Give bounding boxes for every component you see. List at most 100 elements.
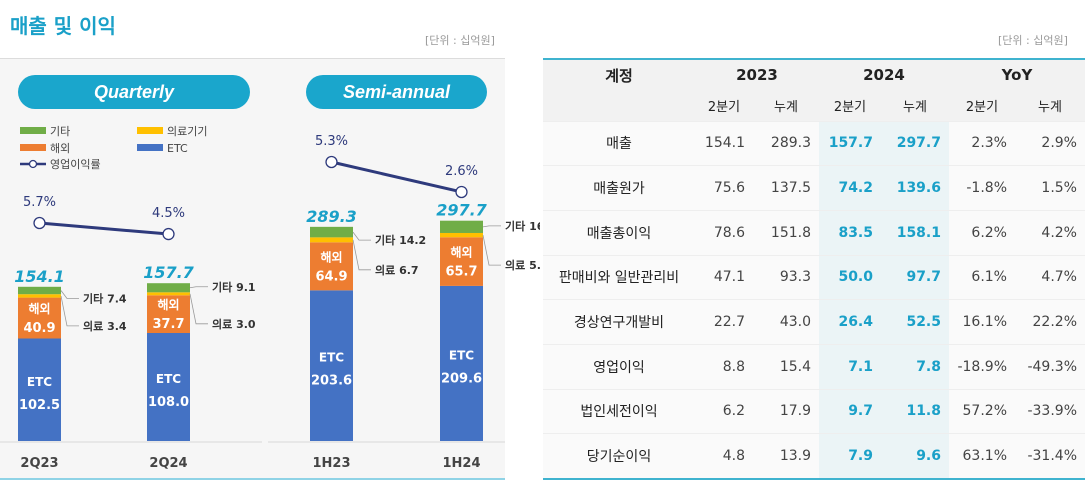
subheader-cell: 2분기 xyxy=(819,90,881,121)
legend-label: 의료기기 xyxy=(167,125,207,138)
row-label: 당기순이익 xyxy=(543,433,695,479)
bar-segment-overseas xyxy=(310,242,353,291)
bar-segment-etc xyxy=(310,290,353,441)
bar-total-label: 297.7 xyxy=(436,201,487,220)
callout-label-other: 기타 14.2 xyxy=(375,233,426,247)
bar-segment-medical xyxy=(310,237,353,243)
legend-swatch-medical xyxy=(137,127,163,134)
margin-point xyxy=(162,227,175,241)
table-cell: -1.8% xyxy=(949,165,1015,211)
margin-point xyxy=(455,185,468,199)
table-cell: 289.3 xyxy=(753,120,819,166)
table-cell: 137.5 xyxy=(753,165,819,211)
table-cell: 8.8 xyxy=(695,343,753,390)
table-cell: 151.8 xyxy=(753,209,819,256)
bar-segment-overseas xyxy=(147,295,190,333)
margin-label: 4.5% xyxy=(152,206,185,221)
callout-line xyxy=(60,295,79,327)
margin-line xyxy=(39,221,169,236)
bar-segment-etc xyxy=(440,285,483,441)
table-cell: 154.1 xyxy=(695,120,753,166)
semi-annual-pill: Semi-annual xyxy=(306,75,487,109)
bar-segment-other xyxy=(310,226,353,238)
table-cell: 11.8 xyxy=(881,388,949,434)
subheader-cell: 누계 xyxy=(1015,90,1085,121)
table-cell: 4.2% xyxy=(1015,209,1085,256)
subheader-cell: 2분기 xyxy=(695,90,753,121)
financial-table: 계정 2023 2024 YoY 2분기 누계 2분기 누계 2분기 누계 매출 154.1… xyxy=(543,58,1085,480)
table-cell: 4.7% xyxy=(1015,254,1085,300)
table-cell: 83.5 xyxy=(819,209,881,256)
bar-segment-other xyxy=(440,220,483,233)
margin-label: 5.3% xyxy=(315,134,348,149)
row-label: 영업이익 xyxy=(543,343,695,390)
subheader-cell: 2분기 xyxy=(949,90,1015,121)
callout-label-medical: 의료 5.8 xyxy=(505,258,540,272)
bar-segment-medical xyxy=(147,292,190,296)
row-label: 매출 xyxy=(543,120,695,166)
table-cell: 7.9 xyxy=(819,433,881,479)
table-cell: 7.1 xyxy=(819,343,881,390)
table-cell: 15.4 xyxy=(753,343,819,390)
unit-label-table: [단위 : 십억원] xyxy=(998,34,1068,47)
bar-label-name: 해외 xyxy=(450,245,472,260)
row-label: 법인세전이익 xyxy=(543,388,695,434)
legend-swatch-overseas xyxy=(20,144,46,151)
quarterly-pill: Quarterly xyxy=(18,75,250,109)
bar-label-name: ETC xyxy=(27,375,52,389)
bar-total-label: 289.3 xyxy=(306,207,357,226)
table-row: 법인세전이익 6.2 17.9 9.7 11.8 57.2% -33.9% xyxy=(543,388,1085,434)
bar-label-name: 해외 xyxy=(320,249,342,264)
bar-total-label: 154.1 xyxy=(14,267,65,286)
table-cell: -33.9% xyxy=(1015,388,1085,434)
table-cell: 2.3% xyxy=(949,120,1015,166)
row-label: 경상연구개발비 xyxy=(543,299,695,345)
table-cell: 50.0 xyxy=(819,254,881,300)
bar-segment-medical xyxy=(440,232,483,238)
table-row: 매출총이익 78.6 151.8 83.5 158.1 6.2% 4.2% xyxy=(543,209,1085,256)
callout-line xyxy=(482,235,501,266)
table-cell: 1.5% xyxy=(1015,165,1085,211)
table-cell: -49.3% xyxy=(1015,343,1085,390)
row-label: 매출원가 xyxy=(543,165,695,211)
bar-label-name: 해외 xyxy=(28,301,50,316)
callout-label-medical: 의료 3.0 xyxy=(212,317,256,331)
table-row: 매출원가 75.6 137.5 74.2 139.6 -1.8% 1.5% xyxy=(543,165,1085,211)
margin-label: 2.6% xyxy=(445,164,478,179)
table-cell: 139.6 xyxy=(881,165,949,211)
bar-segment-overseas xyxy=(440,237,483,286)
subheader-cell: 누계 xyxy=(753,90,819,121)
callout-label-medical: 의료 6.7 xyxy=(375,263,419,277)
subheader-cell: 누계 xyxy=(881,90,949,121)
table-cell: 63.1% xyxy=(949,433,1015,479)
table-cell: 6.1% xyxy=(949,254,1015,300)
margin-label: 5.7% xyxy=(23,195,56,210)
chart-panel xyxy=(0,58,505,478)
table-cell: 158.1 xyxy=(881,209,949,256)
unit-label-chart: [단위 : 십억원] xyxy=(425,34,495,47)
table-cell: 97.7 xyxy=(881,254,949,300)
x-tick-label: 1H24 xyxy=(442,456,480,471)
table-cell: 52.5 xyxy=(881,299,949,345)
callout-line xyxy=(352,231,371,241)
bar-label-value: 209.6 xyxy=(441,371,482,386)
table-cell: 9.7 xyxy=(819,388,881,434)
legend-swatch-etc xyxy=(137,144,163,151)
header-2024: 2024 xyxy=(819,59,949,90)
subheader-row: 2분기 누계 2분기 누계 2분기 누계 xyxy=(543,90,1085,121)
legend-label: 영업이익률 xyxy=(50,158,101,171)
bar-total-label: 157.7 xyxy=(143,263,194,282)
bar-segment-other xyxy=(18,286,61,295)
margin-point xyxy=(33,216,46,230)
table-cell: 4.8 xyxy=(695,433,753,479)
table-cell: 13.9 xyxy=(753,433,819,479)
bar-label-value: 40.9 xyxy=(23,321,55,336)
bar-label-value: 37.7 xyxy=(152,317,184,332)
bar-label-value: 65.7 xyxy=(445,265,477,280)
table-cell: 22.7 xyxy=(695,299,753,345)
table-cell: 6.2 xyxy=(695,388,753,434)
table-cell: 43.0 xyxy=(753,299,819,345)
callout-line xyxy=(482,225,501,228)
header-yoy: YoY xyxy=(949,59,1085,90)
